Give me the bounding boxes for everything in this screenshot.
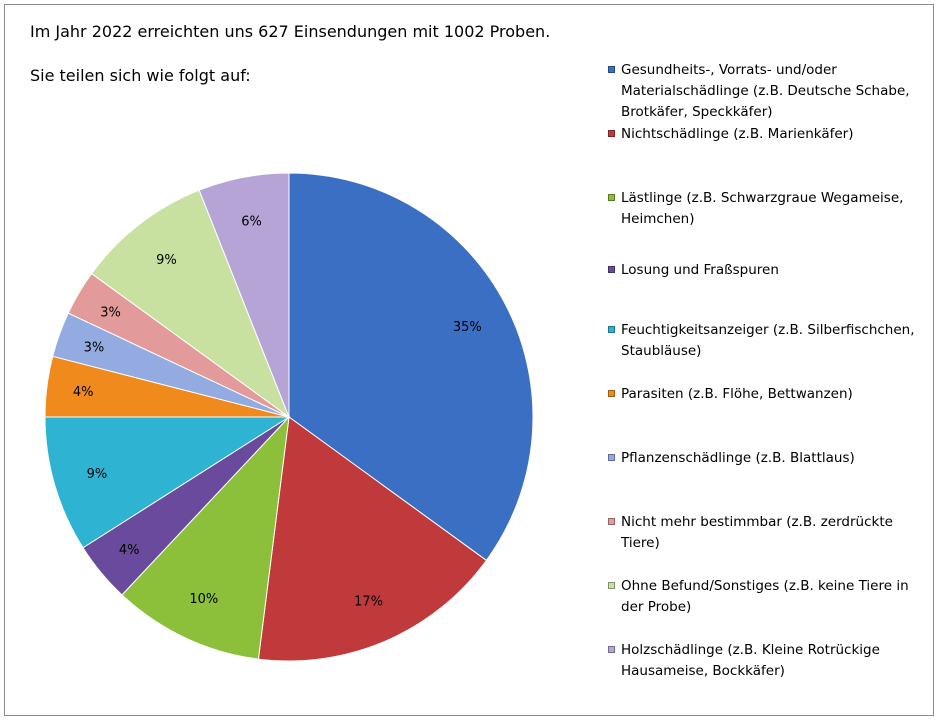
pie-slice-label-6: 3% <box>84 341 105 356</box>
pie-slice-9 <box>198 172 290 418</box>
legend-swatch <box>608 646 615 653</box>
pie-slice-2 <box>121 415 290 660</box>
pie-slice-label-0: 35% <box>453 320 482 335</box>
legend-item: Feuchtigkeitsanzeiger (z.B. Silberfischc… <box>608 320 923 362</box>
pie-slice-8 <box>90 189 291 419</box>
legend-label: Ohne Befund/Sonstiges (z.B. keine Tiere … <box>621 578 909 615</box>
legend-label: Holzschädlinge (z.B. Kleine Rotrückige H… <box>621 642 880 679</box>
legend-swatch <box>608 130 615 137</box>
pie-slice-label-5: 4% <box>73 385 94 400</box>
legend-swatch <box>608 582 615 589</box>
legend-label: Gesundheits-, Vorrats- und/oder Material… <box>621 62 910 120</box>
legend-swatch <box>608 194 615 201</box>
legend-item: Nicht mehr bestimmbar (z.B. zerdrückte T… <box>608 512 923 554</box>
pie-slice-label-1: 17% <box>354 595 383 610</box>
legend-label: Nicht mehr bestimmbar (z.B. zerdrückte T… <box>621 514 893 551</box>
pie-slice-label-2: 10% <box>189 592 218 607</box>
legend-item: Lästlinge (z.B. Schwarzgraue Wegameise, … <box>608 188 923 230</box>
chart-title: Im Jahr 2022 erreichten uns 627 Einsendu… <box>30 22 551 41</box>
legend-label: Losung und Fraßspuren <box>621 262 779 278</box>
legend-swatch <box>608 518 615 525</box>
pie-slice-4 <box>44 416 291 549</box>
legend-swatch <box>608 66 615 73</box>
pie-slice-label-4: 9% <box>87 467 108 482</box>
legend-label: Lästlinge (z.B. Schwarzgraue Wegameise, … <box>621 190 904 227</box>
legend-item: Nichtschädlinge (z.B. Marienkäfer) <box>608 124 923 145</box>
pie-slice-1 <box>257 416 488 662</box>
legend-swatch <box>608 390 615 397</box>
legend-item: Holzschädlinge (z.B. Kleine Rotrückige H… <box>608 640 923 682</box>
legend-item: Ohne Befund/Sonstiges (z.B. keine Tiere … <box>608 576 923 618</box>
pie-slice-label-9: 6% <box>241 215 262 230</box>
pie-slice-0 <box>288 172 534 562</box>
legend-swatch <box>608 266 615 273</box>
legend-swatch <box>608 326 615 333</box>
legend-label: Feuchtigkeitsanzeiger (z.B. Silberfischc… <box>621 322 915 359</box>
chart-subtitle: Sie teilen sich wie folgt auf: <box>30 66 251 85</box>
legend-item: Losung und Fraßspuren <box>608 260 923 281</box>
pie-slice-label-7: 3% <box>100 305 121 320</box>
pie-slice-label-3: 4% <box>119 543 140 558</box>
legend-label: Nichtschädlinge (z.B. Marienkäfer) <box>621 126 854 142</box>
legend-label: Parasiten (z.B. Flöhe, Bettwanzen) <box>621 386 853 402</box>
legend-item: Parasiten (z.B. Flöhe, Bettwanzen) <box>608 384 923 405</box>
legend-label: Pflanzenschädlinge (z.B. Blattlaus) <box>621 450 855 466</box>
legend-item: Pflanzenschädlinge (z.B. Blattlaus) <box>608 448 923 469</box>
legend-swatch <box>608 454 615 461</box>
legend-item: Gesundheits-, Vorrats- und/oder Material… <box>608 60 923 123</box>
pie-slice-label-8: 9% <box>156 253 177 268</box>
